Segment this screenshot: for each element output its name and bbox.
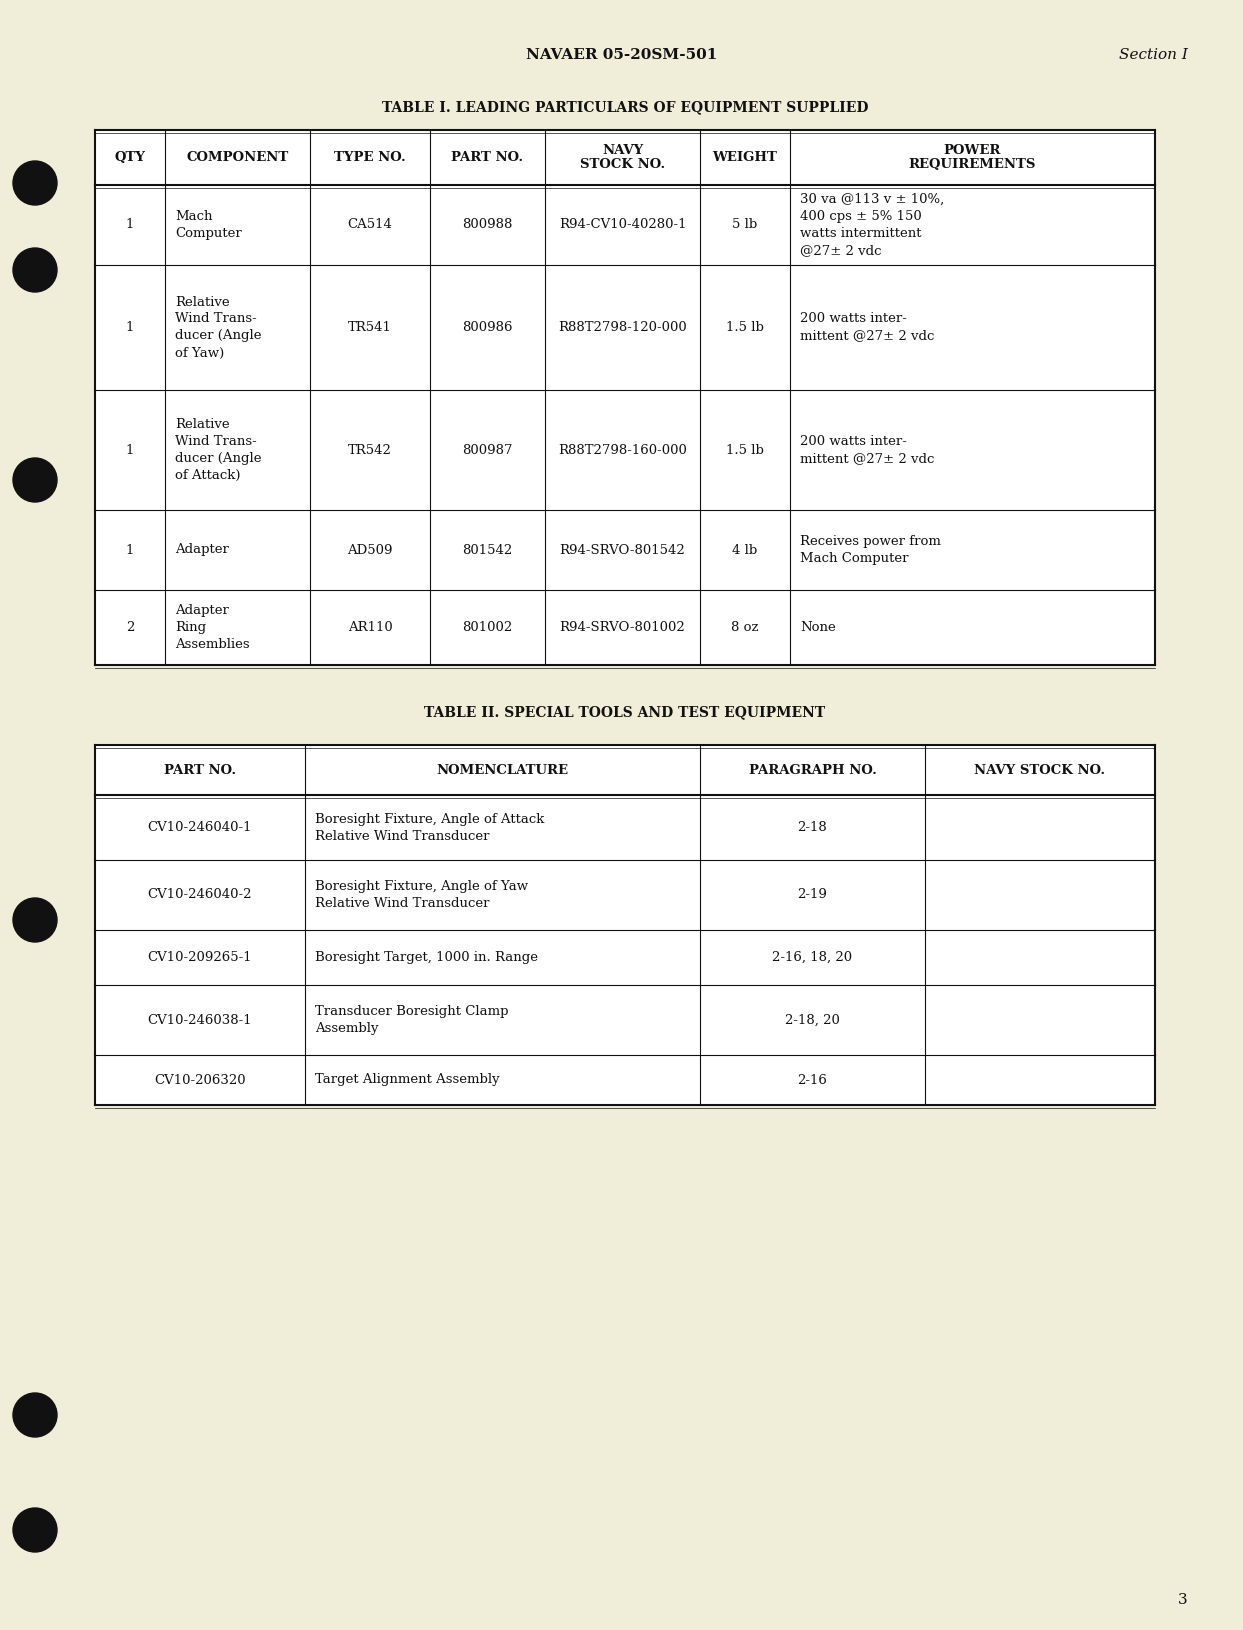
Text: Boresight Fixture, Angle of Yaw
Relative Wind Transducer: Boresight Fixture, Angle of Yaw Relative… (314, 880, 528, 910)
Text: 2-18: 2-18 (798, 822, 828, 835)
Text: R94-SRVO-801542: R94-SRVO-801542 (559, 543, 685, 556)
Circle shape (12, 458, 57, 502)
Text: QTY: QTY (114, 152, 145, 165)
Bar (94, 1055, 1155, 1105)
Text: 200 watts inter-
mittent @27± 2 vdc: 200 watts inter- mittent @27± 2 vdc (800, 435, 935, 465)
Text: R88T2798-160-000: R88T2798-160-000 (558, 443, 687, 456)
Bar (94, 861, 1155, 931)
Text: Transducer Boresight Clamp
Assembly: Transducer Boresight Clamp Assembly (314, 1006, 508, 1035)
Circle shape (12, 248, 57, 292)
Text: 1: 1 (126, 321, 134, 334)
Text: TR541: TR541 (348, 321, 392, 334)
Text: 2-19: 2-19 (798, 888, 828, 901)
Circle shape (12, 1508, 57, 1552)
Bar (94, 590, 1155, 665)
Text: 30 va @113 v ± 10%,
400 cps ± 5% 150
watts intermittent
@27± 2 vdc: 30 va @113 v ± 10%, 400 cps ± 5% 150 wat… (800, 192, 945, 258)
Text: Mach
Computer: Mach Computer (175, 210, 241, 240)
Text: POWER
REQUIREMENTS: POWER REQUIREMENTS (909, 143, 1037, 171)
Circle shape (12, 898, 57, 942)
Text: CA514: CA514 (348, 218, 393, 231)
Text: R94-SRVO-801002: R94-SRVO-801002 (559, 621, 685, 634)
Text: 1.5 lb: 1.5 lb (726, 443, 764, 456)
Text: 1: 1 (126, 543, 134, 556)
Text: PARAGRAPH NO.: PARAGRAPH NO. (748, 763, 876, 776)
Text: R88T2798-120-000: R88T2798-120-000 (558, 321, 687, 334)
Bar (94, 795, 1155, 861)
Text: TABLE I. LEADING PARTICULARS OF EQUIPMENT SUPPLIED: TABLE I. LEADING PARTICULARS OF EQUIPMEN… (382, 99, 869, 114)
Text: 4 lb: 4 lb (732, 543, 758, 556)
Text: PART NO.: PART NO. (451, 152, 523, 165)
Text: CV10-206320: CV10-206320 (154, 1074, 246, 1087)
Text: 2: 2 (126, 621, 134, 634)
Text: NOMENCLATURE: NOMENCLATURE (436, 763, 568, 776)
Text: Target Alignment Assembly: Target Alignment Assembly (314, 1074, 500, 1087)
Bar (94, 130, 1155, 184)
Text: 800987: 800987 (462, 443, 513, 456)
Text: AR110: AR110 (348, 621, 393, 634)
Text: COMPONENT: COMPONENT (186, 152, 288, 165)
Text: NAVY STOCK NO.: NAVY STOCK NO. (975, 763, 1105, 776)
Text: Boresight Target, 1000 in. Range: Boresight Target, 1000 in. Range (314, 950, 538, 963)
Text: TABLE II. SPECIAL TOOLS AND TEST EQUIPMENT: TABLE II. SPECIAL TOOLS AND TEST EQUIPME… (424, 706, 825, 719)
Text: R94-CV10-40280-1: R94-CV10-40280-1 (559, 218, 686, 231)
Text: 800988: 800988 (462, 218, 512, 231)
Text: TR542: TR542 (348, 443, 392, 456)
Text: Adapter: Adapter (175, 543, 229, 556)
Text: 8 oz: 8 oz (731, 621, 758, 634)
Circle shape (12, 1394, 57, 1438)
Bar (94, 985, 1155, 1055)
Bar (94, 745, 1155, 795)
Bar (94, 390, 1155, 510)
Text: AD509: AD509 (347, 543, 393, 556)
Text: Relative
Wind Trans-
ducer (Angle
of Attack): Relative Wind Trans- ducer (Angle of Att… (175, 417, 261, 482)
Bar (94, 184, 1155, 266)
Text: 801002: 801002 (462, 621, 512, 634)
Text: NAVY
STOCK NO.: NAVY STOCK NO. (580, 143, 665, 171)
Text: TYPE NO.: TYPE NO. (334, 152, 406, 165)
Text: 2-18, 20: 2-18, 20 (786, 1014, 840, 1027)
Text: 5 lb: 5 lb (732, 218, 758, 231)
Text: NAVAER 05-20SM-501: NAVAER 05-20SM-501 (526, 47, 717, 62)
Text: 2-16: 2-16 (798, 1074, 828, 1087)
Text: CV10-246040-1: CV10-246040-1 (148, 822, 252, 835)
Text: WEIGHT: WEIGHT (712, 152, 777, 165)
Text: 2-16, 18, 20: 2-16, 18, 20 (772, 950, 853, 963)
Text: CV10-246040-2: CV10-246040-2 (148, 888, 252, 901)
Text: Section I: Section I (1119, 47, 1188, 62)
Text: Receives power from
Mach Computer: Receives power from Mach Computer (800, 535, 941, 566)
Text: 1: 1 (126, 218, 134, 231)
Text: 801542: 801542 (462, 543, 512, 556)
Text: Boresight Fixture, Angle of Attack
Relative Wind Transducer: Boresight Fixture, Angle of Attack Relat… (314, 812, 544, 843)
Bar (94, 931, 1155, 985)
Text: Relative
Wind Trans-
ducer (Angle
of Yaw): Relative Wind Trans- ducer (Angle of Yaw… (175, 295, 261, 360)
Text: Adapter
Ring
Assemblies: Adapter Ring Assemblies (175, 605, 250, 650)
Bar (94, 266, 1155, 390)
Text: 800986: 800986 (462, 321, 513, 334)
Text: CV10-209265-1: CV10-209265-1 (148, 950, 252, 963)
Text: PART NO.: PART NO. (164, 763, 236, 776)
Text: CV10-246038-1: CV10-246038-1 (148, 1014, 252, 1027)
Circle shape (12, 161, 57, 205)
Text: 1: 1 (126, 443, 134, 456)
Text: None: None (800, 621, 835, 634)
Text: 1.5 lb: 1.5 lb (726, 321, 764, 334)
Text: 3: 3 (1178, 1593, 1188, 1607)
Bar (94, 510, 1155, 590)
Text: 200 watts inter-
mittent @27± 2 vdc: 200 watts inter- mittent @27± 2 vdc (800, 313, 935, 342)
